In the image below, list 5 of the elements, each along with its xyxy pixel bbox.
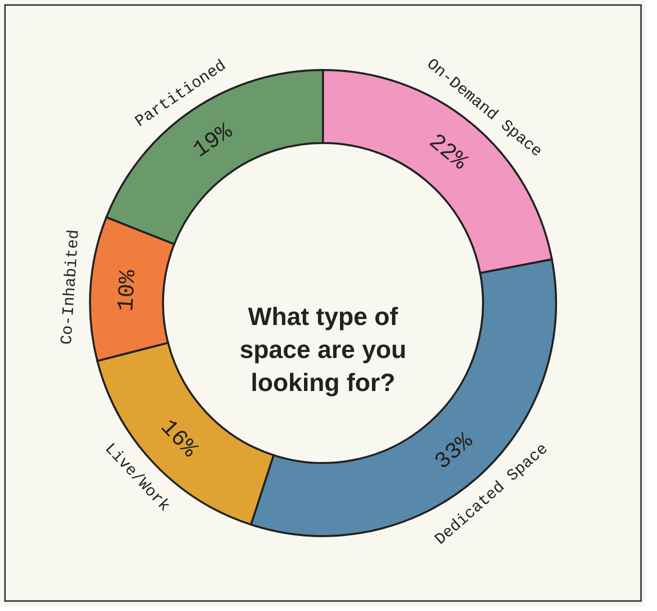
data-label: 22% — [424, 128, 472, 176]
text: What type of space are you looking for? — [240, 303, 406, 397]
data-label: 33% — [430, 428, 478, 475]
slice-label: Co-Inhabited — [58, 229, 84, 346]
data-label: 10% — [113, 269, 142, 312]
